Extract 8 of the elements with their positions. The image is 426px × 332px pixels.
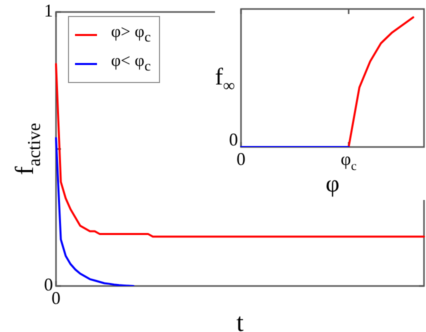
y-axis-title: factive	[10, 122, 44, 176]
x-axis-title: t	[236, 308, 244, 332]
y-tick-label: 1	[44, 0, 53, 21]
annotation: 0	[229, 130, 238, 150]
x-axis-title: φ	[326, 171, 340, 198]
legend-label: φ> φ$_{c}$	[111, 21, 151, 48]
legend-label: φ< φ$_{c}$	[111, 50, 151, 77]
y-axis-title: f∞	[215, 64, 236, 95]
